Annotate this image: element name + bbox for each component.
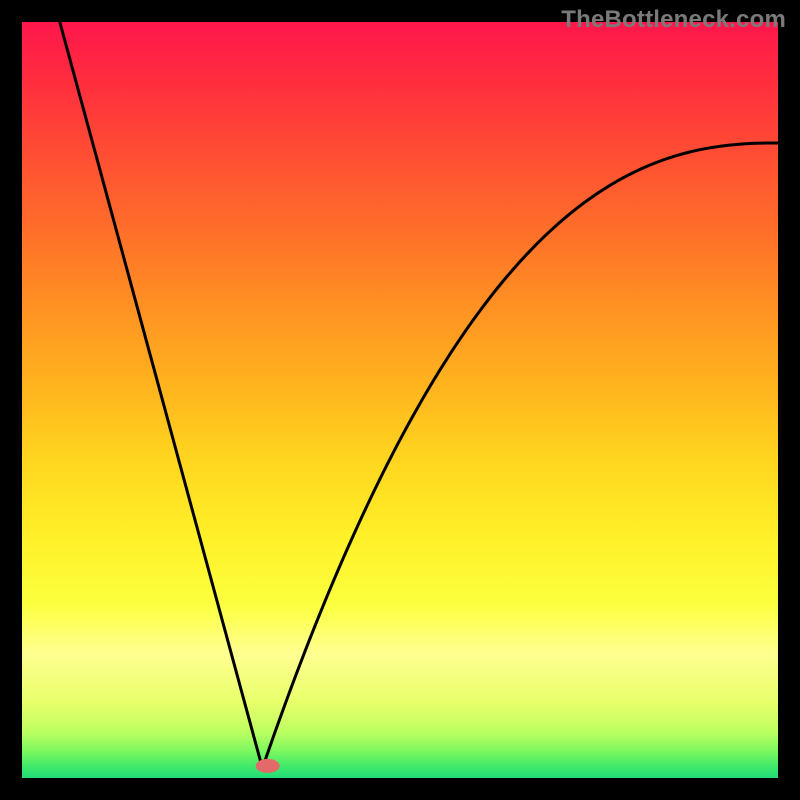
plot-area bbox=[22, 22, 778, 778]
optimal-point-marker bbox=[256, 759, 280, 773]
plot-background bbox=[22, 22, 778, 778]
chart-svg bbox=[22, 22, 778, 778]
